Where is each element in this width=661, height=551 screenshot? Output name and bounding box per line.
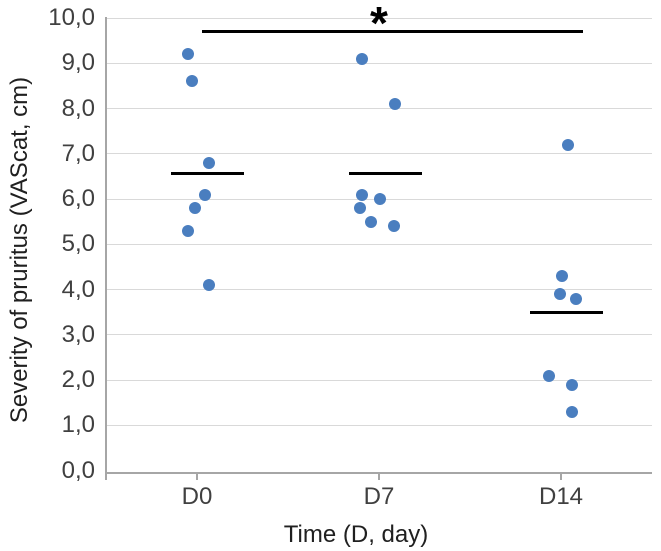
x-axis-line <box>105 472 652 474</box>
data-point <box>182 48 194 61</box>
gridline <box>106 424 652 426</box>
gridline <box>106 243 652 245</box>
x-category-label: D7 <box>363 483 395 510</box>
y-tick-label: 0,0 <box>61 456 95 484</box>
mean-line <box>170 172 244 176</box>
data-point <box>566 378 578 391</box>
x-tick <box>196 473 198 480</box>
data-point <box>356 52 368 65</box>
y-tick-label: 9,0 <box>61 49 95 77</box>
gridline <box>106 289 652 291</box>
x-axis-title: Time (D, day) <box>283 521 429 548</box>
y-tick-label: 2,0 <box>61 366 95 394</box>
significance-line <box>202 30 583 34</box>
gridline <box>106 334 652 336</box>
y-tick-label: 7,0 <box>61 139 95 167</box>
y-tick-label: 1,0 <box>61 411 95 439</box>
gridline <box>106 17 652 19</box>
data-point <box>365 215 377 228</box>
mean-line <box>348 171 422 175</box>
x-category-label: D14 <box>538 483 584 510</box>
data-point <box>182 224 194 237</box>
data-point <box>189 202 201 215</box>
data-point <box>389 98 401 110</box>
data-point <box>354 202 366 215</box>
data-point <box>356 188 368 201</box>
data-point <box>203 279 215 292</box>
x-tick <box>378 473 380 480</box>
y-tick-label: 3,0 <box>61 320 95 348</box>
data-point <box>203 156 215 169</box>
y-tick-label: 5,0 <box>61 230 95 258</box>
data-point <box>562 138 574 151</box>
y-tick-label: 10,0 <box>48 4 95 31</box>
data-point <box>570 292 582 305</box>
x-tick <box>560 473 562 480</box>
mean-line <box>529 310 603 314</box>
x-category-label: D0 <box>181 483 213 510</box>
y-tick-label: 6,0 <box>61 185 95 213</box>
data-point <box>388 220 400 233</box>
gridline <box>106 62 652 64</box>
y-tick-label: 4,0 <box>61 275 95 303</box>
significance-asterisk: * <box>370 0 388 49</box>
data-point <box>566 405 578 418</box>
data-point <box>374 193 386 206</box>
data-point <box>199 188 211 201</box>
data-point <box>554 288 566 301</box>
data-point <box>556 270 568 283</box>
data-point <box>186 75 198 88</box>
gridline <box>106 153 652 155</box>
data-point <box>543 369 555 382</box>
y-axis-line <box>105 17 107 480</box>
gridline <box>106 379 652 381</box>
gridline <box>106 108 652 110</box>
y-tick-label: 8,0 <box>61 94 95 122</box>
